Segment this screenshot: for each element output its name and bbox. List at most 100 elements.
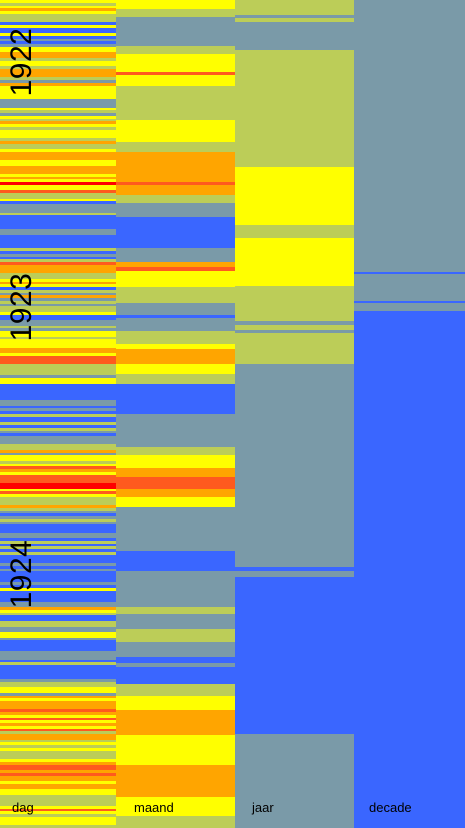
stripe-olive bbox=[0, 447, 116, 450]
stripe-yellow bbox=[0, 160, 116, 163]
stripe-yellow bbox=[0, 174, 116, 177]
stripe-grey bbox=[235, 571, 354, 577]
stripe-orange bbox=[0, 776, 116, 778]
stripe-orange bbox=[116, 349, 235, 364]
stripe-blue bbox=[0, 580, 116, 582]
stripe-olive bbox=[0, 138, 116, 141]
stripe-olive bbox=[116, 374, 235, 384]
stripe-blue bbox=[0, 251, 116, 254]
stripe-yellow bbox=[0, 188, 116, 190]
stripe-yellow bbox=[0, 97, 116, 99]
stripe-grey bbox=[0, 431, 116, 433]
stripe-yellow bbox=[0, 108, 116, 110]
stripe-yellow bbox=[0, 748, 116, 751]
stripe-orange bbox=[0, 737, 116, 740]
stripe-orange bbox=[0, 282, 116, 284]
stripe-orange bbox=[116, 489, 235, 497]
stripe-blue bbox=[0, 433, 116, 436]
stripe-grey bbox=[0, 604, 116, 607]
stripe-orange bbox=[0, 72, 116, 75]
stripe-orange_red bbox=[0, 190, 116, 193]
stripe-blue bbox=[0, 218, 116, 221]
stripe-blue bbox=[0, 215, 116, 218]
stripe-orange_red bbox=[0, 475, 116, 477]
stripe-orange bbox=[0, 762, 116, 765]
stripe-olive bbox=[0, 306, 116, 309]
stripe-yellow bbox=[116, 364, 235, 374]
stripe-orange_red bbox=[0, 809, 116, 811]
stripe-grey bbox=[0, 654, 116, 657]
stripe-orange bbox=[0, 704, 116, 707]
stripe-yellow bbox=[0, 610, 116, 613]
stripe-olive bbox=[116, 86, 235, 120]
stripe-olive bbox=[0, 66, 116, 69]
stripe-grey bbox=[116, 203, 235, 217]
stripe-yellow bbox=[116, 497, 235, 507]
stripe-grey bbox=[116, 17, 235, 46]
stripe-olive bbox=[0, 3, 116, 6]
stripe-yellow bbox=[0, 331, 116, 334]
stripe-yellow bbox=[0, 163, 116, 166]
stripe-blue bbox=[0, 649, 116, 651]
stripe-orange bbox=[116, 468, 235, 477]
stripe-yellow bbox=[0, 588, 116, 591]
stripe-orange bbox=[0, 787, 116, 789]
stripe-blue bbox=[0, 201, 116, 204]
stripe-blue bbox=[235, 577, 354, 734]
stripe-blue bbox=[0, 257, 116, 259]
stripe-olive bbox=[0, 301, 116, 304]
stripe-yellow bbox=[0, 94, 116, 97]
stripe-olive bbox=[0, 309, 116, 312]
year-label-1924: 1924 bbox=[5, 539, 38, 609]
stripe-blue bbox=[0, 317, 116, 320]
stripe-yellow bbox=[0, 132, 116, 135]
stripe-olive bbox=[116, 331, 235, 344]
stripe-orange bbox=[116, 262, 235, 267]
column-label-jaar: jaar bbox=[252, 800, 274, 815]
stripe-yellow bbox=[116, 54, 235, 72]
stripe-orange bbox=[116, 185, 235, 195]
stripe-yellow bbox=[0, 130, 116, 132]
stripe-olive bbox=[0, 326, 116, 328]
stripe-orange bbox=[0, 778, 116, 781]
stripe-grey bbox=[0, 375, 116, 378]
stripe-olive bbox=[116, 195, 235, 203]
stripe-olive bbox=[116, 9, 235, 17]
stripe-orange bbox=[0, 265, 116, 268]
stripe-orange bbox=[0, 166, 116, 168]
stripe-olive bbox=[0, 731, 116, 734]
stripe-grey bbox=[0, 105, 116, 108]
column-label-decade: decade bbox=[369, 800, 412, 815]
stripe-yellow bbox=[0, 25, 116, 28]
stripe-olive bbox=[0, 745, 116, 748]
stripe-olive bbox=[0, 19, 116, 22]
stripe-orange_red bbox=[0, 359, 116, 362]
stripe-blue bbox=[0, 640, 116, 643]
stripe-olive bbox=[116, 46, 235, 54]
stripe-grey bbox=[0, 232, 116, 235]
stripe-yellow bbox=[0, 792, 116, 795]
stripe-orange_red bbox=[116, 267, 235, 271]
stripe-olive bbox=[0, 196, 116, 199]
stripe-orange_red bbox=[116, 477, 235, 489]
stripe-blue bbox=[116, 667, 235, 684]
stripe-olive bbox=[0, 803, 116, 806]
stripe-grey bbox=[354, 303, 465, 311]
stripe-yellow bbox=[0, 635, 116, 638]
stripe-olive bbox=[0, 825, 116, 828]
stripe-yellow bbox=[116, 797, 235, 816]
stripe-yellow bbox=[0, 11, 116, 14]
stripe-olive bbox=[0, 146, 116, 149]
stripe-olive bbox=[235, 0, 354, 15]
stripe-blue bbox=[0, 513, 116, 516]
stripe-orange_red bbox=[0, 480, 116, 483]
stripe-olive bbox=[0, 621, 116, 624]
column-label-dag: dag bbox=[12, 800, 34, 815]
stripe-grey bbox=[0, 569, 116, 571]
stripe-blue bbox=[0, 425, 116, 428]
stripe-grey bbox=[0, 323, 116, 326]
stripe-orange bbox=[116, 710, 235, 735]
stripe-olive bbox=[0, 682, 116, 684]
stripe-orange bbox=[0, 168, 116, 171]
stripe-blue bbox=[0, 28, 116, 30]
